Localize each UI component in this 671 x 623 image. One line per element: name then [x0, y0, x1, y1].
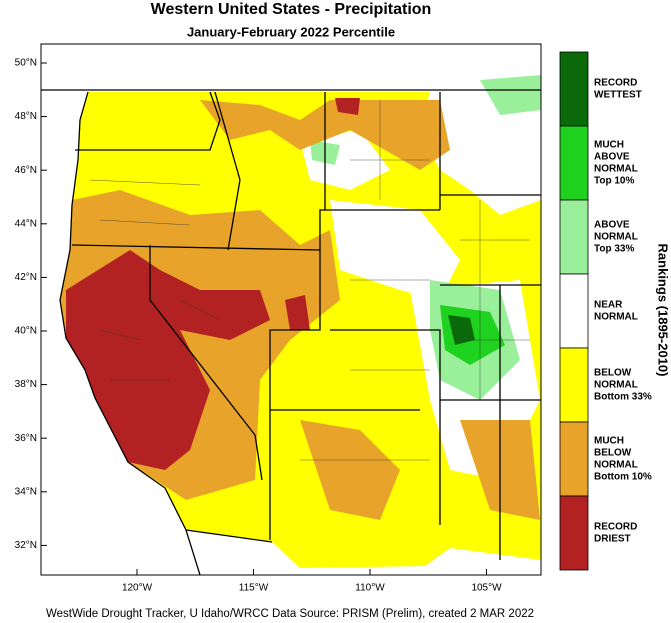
subtitle: January-February 2022 Percentile — [187, 24, 395, 39]
record-wettest — [448, 315, 475, 345]
legend-label: Top 33% — [594, 244, 634, 255]
title: Western United States - Precipitation — [151, 1, 432, 18]
legend-label: NORMAL — [594, 312, 638, 323]
legend-label: ABOVE — [594, 220, 630, 231]
lat-label: 42°N — [15, 272, 37, 283]
lat-label: 46°N — [15, 165, 37, 176]
lon-label: 105°W — [471, 583, 502, 594]
legend-label: MUCH — [594, 140, 624, 151]
legend-swatch — [559, 273, 589, 349]
near-normal — [330, 200, 460, 300]
legend-label: NORMAL — [594, 164, 638, 175]
legend-swatch — [559, 495, 589, 571]
lat-label: 34°N — [15, 486, 37, 497]
lat-label: 48°N — [15, 111, 37, 122]
record-driest — [66, 250, 270, 470]
lat-label: 44°N — [15, 218, 37, 229]
legend-label: RECORD — [594, 522, 637, 533]
lon-label: 115°W — [239, 583, 269, 594]
lat-label: 36°N — [15, 433, 37, 444]
legend-label: ABOVE — [594, 152, 630, 163]
legend-swatch — [559, 51, 589, 127]
legend-label: Top 10% — [594, 176, 634, 187]
legend-label: Bottom 33% — [594, 392, 652, 403]
footer: WestWide Drought Tracker, U Idaho/WRCC D… — [46, 608, 534, 620]
map — [40, 43, 542, 576]
lat-label: 32°N — [15, 540, 37, 551]
legend-label: BELOW — [594, 368, 632, 379]
coastline — [59, 91, 201, 575]
ticks: 50°N 48°N 46°N 44°N 42°N 40°N 38°N 36°N 34°N 32°N… — [15, 58, 502, 594]
lon-label: 110°W — [355, 583, 385, 594]
legend-label: NORMAL — [594, 380, 638, 391]
map-frame — [40, 43, 542, 576]
legend-swatch — [559, 421, 589, 497]
lat-label: 50°N — [15, 58, 37, 69]
legend-label: DRIEST — [594, 534, 631, 545]
legend-label: MUCH — [594, 436, 624, 447]
lat-label: 40°N — [15, 326, 37, 337]
record-driest — [285, 295, 310, 330]
state-lines — [41, 89, 541, 560]
county-lines — [89, 100, 530, 461]
legend-label: NORMAL — [594, 460, 638, 471]
legend-label: NEAR — [594, 300, 623, 311]
record-driest — [335, 98, 360, 115]
legend-label: RECORD — [594, 78, 637, 89]
legend-label: NORMAL — [594, 232, 638, 243]
ocean — [41, 44, 200, 575]
lon-label: 120°W — [122, 583, 153, 594]
legend-swatch — [559, 125, 589, 201]
legend-swatch — [559, 347, 589, 423]
much-below — [300, 420, 400, 520]
legend-label: Bottom 10% — [594, 472, 652, 483]
legend-label: BELOW — [594, 448, 632, 459]
legend-title: Rankings (1895-2010) — [656, 244, 671, 377]
near-normal — [420, 92, 541, 215]
lat-label: 38°N — [15, 379, 37, 390]
legend-label: WETTEST — [594, 90, 642, 101]
legend-swatch — [559, 199, 589, 275]
above-normal — [480, 75, 541, 115]
